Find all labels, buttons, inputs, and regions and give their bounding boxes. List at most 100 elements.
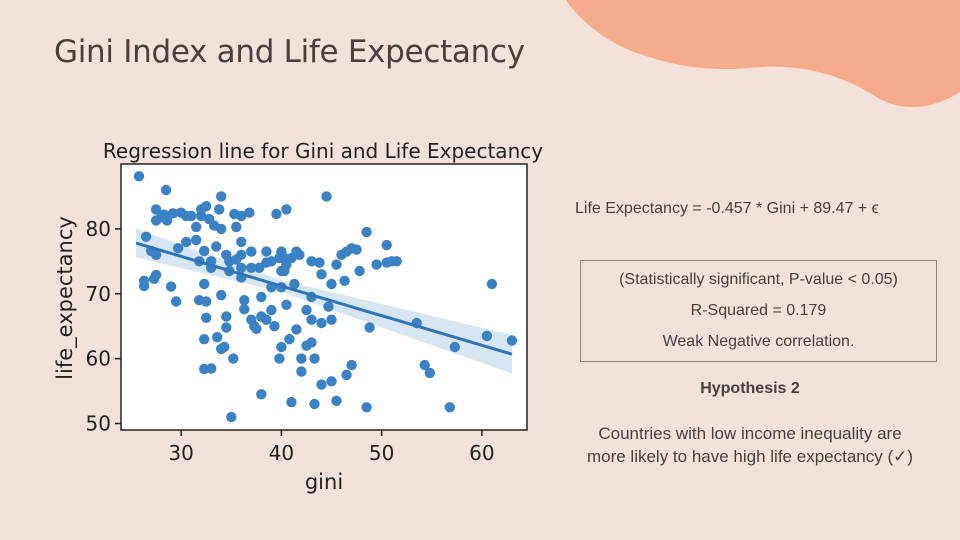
data-point [246, 262, 257, 273]
data-point [444, 402, 455, 413]
significance-text: (Statistically significant, P-value < 0.… [619, 271, 898, 288]
data-point [371, 259, 382, 270]
data-point [316, 379, 327, 390]
data-point [199, 245, 210, 257]
data-point [201, 296, 212, 307]
data-point [212, 332, 223, 343]
data-point [261, 314, 272, 325]
data-point [226, 411, 237, 423]
data-point [449, 341, 460, 353]
data-point [316, 317, 327, 329]
data-point [236, 262, 247, 273]
data-point [481, 330, 493, 342]
data-point [199, 334, 210, 345]
data-point [274, 353, 285, 364]
data-point [199, 278, 210, 290]
data-point [361, 402, 372, 413]
data-point [291, 324, 302, 335]
data-point [314, 257, 325, 268]
data-point [216, 223, 227, 235]
regression-line [135, 241, 513, 356]
data-point [506, 335, 518, 346]
data-point [236, 210, 247, 222]
x-tick-label: 30 [168, 441, 193, 465]
data-point [150, 269, 162, 281]
data-point [161, 215, 173, 226]
data-point [284, 334, 295, 345]
data-point [341, 369, 352, 381]
data-point [244, 207, 255, 218]
data-point [301, 304, 312, 316]
data-point [172, 243, 184, 254]
statistics-box: (Statistically significant, P-value < 0.… [580, 260, 937, 362]
data-point [323, 301, 334, 312]
data-point [191, 221, 202, 233]
data-point [419, 359, 430, 371]
conclusion-line-1: Countries with low income inequality are [598, 424, 902, 443]
data-point [276, 341, 287, 353]
data-point [221, 322, 232, 333]
data-point [216, 289, 227, 301]
data-point [211, 241, 222, 252]
slide-title: Gini Index and Life Expectancy [54, 34, 525, 70]
data-point [167, 208, 179, 219]
data-point [296, 353, 307, 364]
hypothesis-conclusion: Countries with low income inequality are… [560, 422, 940, 468]
data-point [196, 210, 207, 222]
y-tick-label: 70 [86, 282, 111, 306]
corner-blob-shape [566, 0, 960, 107]
data-point [261, 246, 272, 257]
data-point [266, 256, 277, 267]
data-point [289, 278, 300, 290]
hypothesis-title: Hypothesis 2 [700, 380, 800, 397]
y-axis-label: life_expectancy [53, 216, 78, 380]
data-point [216, 343, 227, 355]
data-point [150, 249, 162, 260]
x-tick-label: 60 [469, 441, 494, 465]
data-point [236, 236, 247, 248]
data-point [140, 231, 152, 242]
data-point [251, 323, 262, 334]
x-tick-label: 50 [369, 441, 394, 465]
data-point [201, 312, 212, 323]
data-point [306, 256, 317, 267]
data-point [309, 353, 320, 364]
r-squared-text: R-Squared = 0.179 [690, 302, 827, 319]
data-point [296, 366, 307, 377]
data-point [354, 265, 365, 277]
data-point [381, 239, 392, 251]
data-point [138, 280, 150, 292]
data-point [424, 367, 435, 379]
x-axis-label: gini [305, 470, 343, 494]
data-point [246, 246, 257, 257]
y-tick-label: 50 [86, 412, 111, 436]
data-point [326, 314, 337, 325]
data-point [271, 208, 282, 220]
regression-equation: Life Expectancy = -0.457 * Gini + 89.47 … [575, 200, 879, 217]
data-point [186, 210, 197, 222]
data-point [181, 236, 192, 248]
data-point [326, 278, 337, 290]
data-point [160, 184, 172, 196]
data-point [331, 395, 342, 406]
y-tick-label: 80 [86, 217, 111, 241]
chart-title: Regression line for Gini and Life Expect… [103, 139, 543, 163]
data-point [331, 259, 342, 270]
data-point [221, 311, 232, 322]
data-point [239, 304, 250, 315]
data-point [239, 295, 250, 306]
conclusion-line-2: more likely to have high life expectancy… [586, 447, 914, 466]
data-point [306, 337, 317, 348]
data-point [326, 376, 337, 387]
data-point [309, 398, 320, 410]
data-point [321, 191, 332, 202]
data-point [206, 363, 217, 374]
data-point [165, 281, 177, 292]
data-point [391, 256, 402, 267]
data-point [150, 204, 162, 215]
data-point [201, 201, 212, 212]
data-point [364, 322, 375, 333]
data-point [256, 291, 267, 303]
data-point [316, 269, 327, 280]
